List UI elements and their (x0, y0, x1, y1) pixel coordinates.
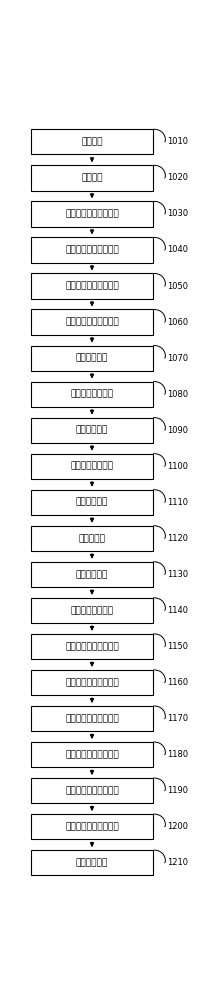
Text: 1190: 1190 (167, 786, 188, 795)
Bar (30, 454, 153, 479)
Bar (30, 670, 153, 695)
Text: 1130: 1130 (167, 570, 188, 579)
Text: 1170: 1170 (167, 714, 188, 723)
Text: 1010: 1010 (167, 137, 188, 146)
Text: 第二相位模块: 第二相位模块 (76, 498, 108, 507)
Text: 参考频率重置模块: 参考频率重置模块 (70, 606, 114, 615)
Text: 第一实数向量序列模块: 第一实数向量序列模块 (65, 209, 119, 218)
Text: 采样模块: 采样模块 (81, 137, 103, 146)
Text: 第一虚数向量序列模块: 第一虚数向量序列模块 (65, 282, 119, 291)
Text: 1200: 1200 (167, 822, 188, 831)
Text: 1150: 1150 (167, 642, 188, 651)
Bar (30, 742, 153, 767)
Bar (30, 850, 153, 875)
Text: 第一实数向量滤波模块: 第一实数向量滤波模块 (65, 245, 119, 254)
Text: 1140: 1140 (167, 606, 188, 615)
Text: 第一相位模块: 第一相位模块 (76, 426, 108, 435)
Bar (30, 706, 153, 731)
Text: 初测模块: 初测模块 (81, 173, 103, 182)
Text: 1020: 1020 (167, 173, 188, 182)
Text: 第二实数向量滤波模块: 第二实数向量滤波模块 (65, 678, 119, 687)
Text: 1050: 1050 (167, 282, 188, 291)
Bar (30, 418, 153, 443)
Text: 序列等分模块: 序列等分模块 (76, 354, 108, 363)
Text: 后段序列积分模块: 后段序列积分模块 (70, 462, 114, 471)
Text: 1090: 1090 (167, 426, 188, 435)
Text: 1040: 1040 (167, 245, 188, 254)
Text: 1210: 1210 (167, 858, 188, 867)
Text: 基波频率模块: 基波频率模块 (76, 570, 108, 579)
Text: 第二虚数向量序列模块: 第二虚数向量序列模块 (65, 750, 119, 759)
Text: 第二实数向量积分模块: 第二实数向量积分模块 (65, 714, 119, 723)
Bar (30, 237, 153, 263)
Text: 1080: 1080 (167, 390, 188, 399)
Text: 基波幅值模块: 基波幅值模块 (76, 858, 108, 867)
Bar (30, 598, 153, 623)
Text: 1180: 1180 (167, 750, 188, 759)
Text: 前段序列积分模块: 前段序列积分模块 (70, 390, 114, 399)
Text: 1060: 1060 (167, 318, 188, 327)
Text: 相位差模块: 相位差模块 (78, 534, 105, 543)
Bar (30, 562, 153, 587)
Bar (30, 814, 153, 839)
Text: 第一虚数向量滤波模块: 第一虚数向量滤波模块 (65, 318, 119, 327)
Text: 1120: 1120 (167, 534, 188, 543)
Text: 1110: 1110 (167, 498, 188, 507)
Bar (30, 309, 153, 335)
Text: 1160: 1160 (167, 678, 188, 687)
Text: 1030: 1030 (167, 209, 188, 218)
Text: 第二虚数向量滤波模块: 第二虚数向量滤波模块 (65, 786, 119, 795)
Bar (30, 382, 153, 407)
Bar (30, 490, 153, 515)
Text: 1100: 1100 (167, 462, 188, 471)
Text: 1070: 1070 (167, 354, 188, 363)
Bar (30, 201, 153, 227)
Bar (30, 634, 153, 659)
Text: 第二虚数向量积分模块: 第二虚数向量积分模块 (65, 822, 119, 831)
Bar (30, 165, 153, 191)
Bar (30, 273, 153, 299)
Bar (30, 129, 153, 154)
Bar (30, 778, 153, 803)
Bar (30, 526, 153, 551)
Text: 第二实数向量序列模块: 第二实数向量序列模块 (65, 642, 119, 651)
Bar (30, 346, 153, 371)
